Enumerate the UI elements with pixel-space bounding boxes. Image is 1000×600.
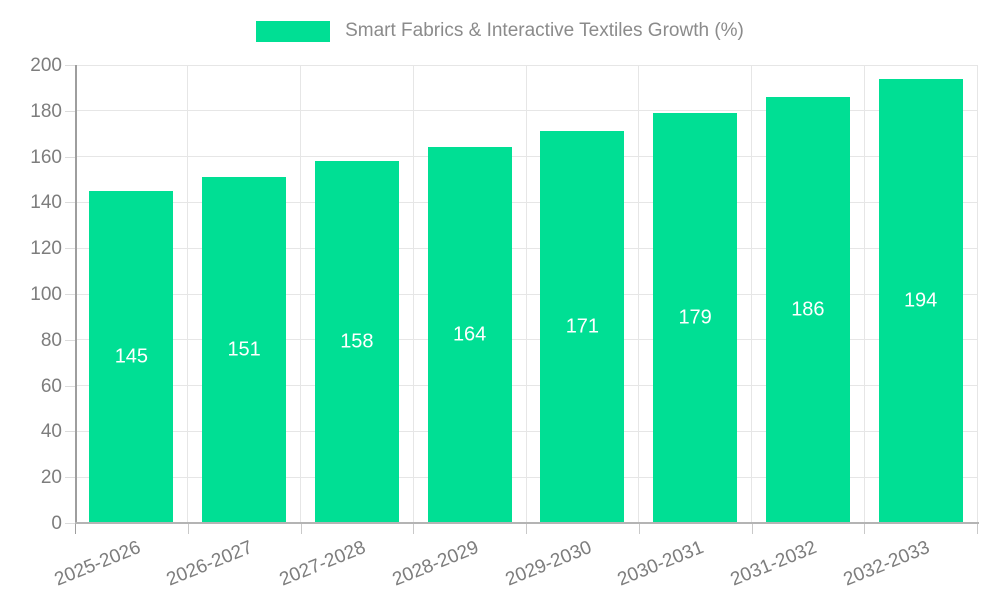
bar-value-label: 158 xyxy=(340,330,374,353)
gridline-vertical xyxy=(300,65,301,523)
legend-swatch-icon xyxy=(256,20,331,42)
bar-value-label: 179 xyxy=(678,306,712,329)
plot-area: 145 151 158 164 171 179 186 194 xyxy=(75,64,978,523)
bar-value-label: 194 xyxy=(903,289,938,312)
gridline-vertical xyxy=(976,65,978,523)
y-tick-label: 60 xyxy=(40,375,62,397)
x-tick-mark xyxy=(413,524,415,534)
x-tick-label: 2028-2029 xyxy=(389,537,482,591)
bar-value-label: 186 xyxy=(791,298,825,321)
y-tick-mark xyxy=(65,248,75,250)
bar-2026-2027[interactable]: 151 xyxy=(202,177,287,523)
y-tick-mark xyxy=(65,477,75,479)
bar-2027-2028[interactable]: 158 xyxy=(314,161,399,523)
y-tick-label: 200 xyxy=(30,55,62,76)
gridline-vertical xyxy=(187,65,189,523)
legend-series-label: Smart Fabrics & Interactive Textiles Gro… xyxy=(345,20,744,41)
y-tick-label: 20 xyxy=(40,467,62,489)
x-tick-mark xyxy=(187,524,189,534)
bar-2029-2030[interactable]: 171 xyxy=(540,131,625,523)
y-tick-mark xyxy=(65,65,75,66)
y-tick-mark xyxy=(65,202,75,204)
y-tick-mark xyxy=(65,156,75,158)
x-tick-label: 2030-2031 xyxy=(614,537,707,591)
y-tick-mark xyxy=(65,523,75,524)
y-tick-label: 180 xyxy=(30,100,62,122)
x-tick-label: 2027-2028 xyxy=(276,537,369,591)
chart-legend[interactable]: Smart Fabrics & Interactive Textiles Gro… xyxy=(0,20,1000,42)
bar-value-label: 171 xyxy=(565,315,600,338)
y-tick-mark xyxy=(65,110,75,112)
gridline-vertical xyxy=(751,65,752,523)
bar-value-label: 164 xyxy=(452,323,487,346)
x-tick-label: 2031-2032 xyxy=(727,537,820,591)
y-tick-label: 140 xyxy=(30,192,62,214)
gridline-vertical xyxy=(638,65,640,523)
y-tick-label: 80 xyxy=(40,329,62,351)
bar-2032-2033[interactable]: 194 xyxy=(878,78,963,523)
y-tick-mark xyxy=(65,385,75,387)
gridline-vertical xyxy=(863,65,865,523)
x-tick-mark xyxy=(526,524,527,534)
x-tick-mark xyxy=(300,524,302,534)
bar-2028-2029[interactable]: 164 xyxy=(427,147,512,523)
bar-value-label: 151 xyxy=(227,338,261,361)
x-tick-label: 2026-2027 xyxy=(163,537,256,591)
y-axis-line xyxy=(75,65,77,523)
x-tick-mark xyxy=(864,524,866,534)
gridline-vertical xyxy=(412,65,414,523)
x-tick-mark xyxy=(751,524,753,534)
x-tick-label: 2025-2026 xyxy=(51,537,144,591)
y-tick-mark xyxy=(65,294,75,295)
y-tick-mark xyxy=(65,339,75,341)
x-tick-mark xyxy=(977,524,978,534)
y-tick-label: 100 xyxy=(30,284,62,305)
y-tick-label: 160 xyxy=(30,146,62,168)
x-tick-mark xyxy=(638,524,640,534)
x-tick-label: 2032-2033 xyxy=(840,537,933,591)
bar-2030-2031[interactable]: 179 xyxy=(653,113,738,523)
x-axis-line xyxy=(75,522,979,524)
x-tick-mark xyxy=(75,524,76,534)
y-tick-mark xyxy=(65,431,75,433)
x-tick-label: 2029-2030 xyxy=(502,537,595,591)
y-tick-label: 40 xyxy=(40,421,62,443)
gridline-vertical xyxy=(525,65,527,523)
y-tick-label: 120 xyxy=(30,238,62,260)
bar-2025-2026[interactable]: 145 xyxy=(89,190,174,523)
y-tick-label: 0 xyxy=(51,513,62,534)
bar-2031-2032[interactable]: 186 xyxy=(765,97,850,523)
bar-value-label: 145 xyxy=(114,345,149,368)
